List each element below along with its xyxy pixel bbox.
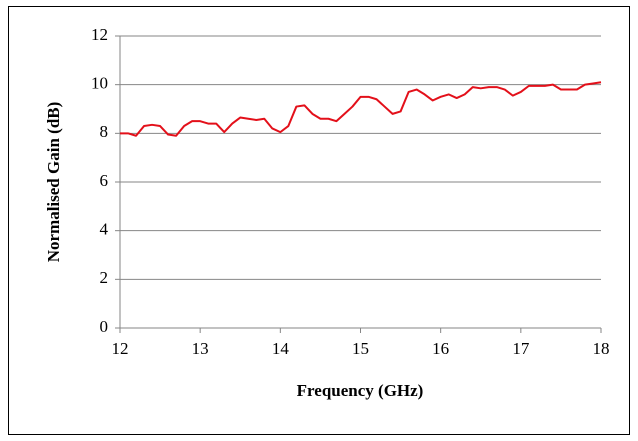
x-tick-label: 15 (352, 339, 369, 358)
x-tick-label: 14 (272, 339, 290, 358)
x-axis-label: Frequency (GHz) (297, 381, 424, 400)
y-tick-label: 4 (100, 220, 109, 239)
y-tick-label: 6 (100, 171, 109, 190)
x-tick-label: 12 (112, 339, 129, 358)
x-tick-label: 13 (192, 339, 209, 358)
chart-border (8, 6, 630, 435)
y-tick-label: 2 (100, 268, 109, 287)
x-tick-label: 17 (512, 339, 530, 358)
y-tick-label: 8 (100, 122, 109, 141)
data-line (120, 81, 602, 137)
y-tick-label: 12 (91, 25, 108, 44)
y-tick-label: 10 (91, 74, 108, 93)
x-tick-label: 16 (432, 339, 449, 358)
y-tick-label: 0 (100, 317, 109, 336)
y-axis-label: Normalised Gain (dB) (44, 102, 63, 263)
x-tick-label: 18 (593, 339, 610, 358)
